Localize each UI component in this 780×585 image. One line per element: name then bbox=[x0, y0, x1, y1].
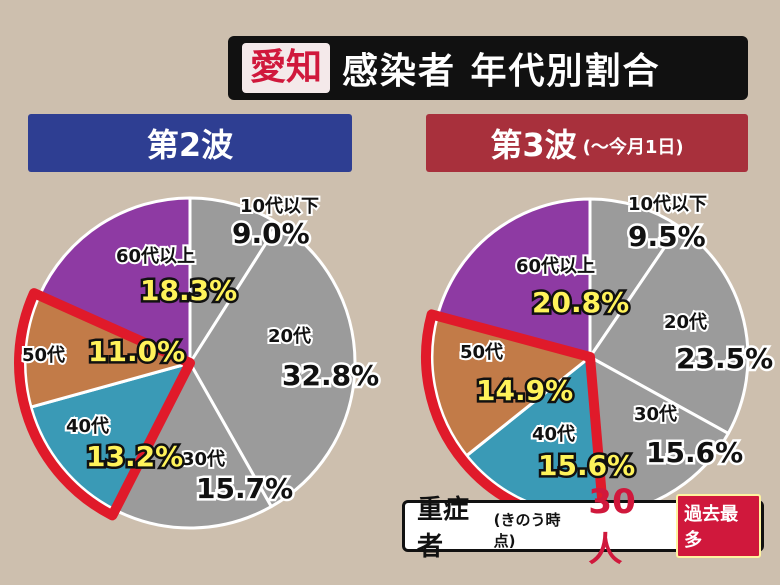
tab-wave3-label: 第3波 bbox=[490, 126, 577, 164]
severe-count: 30人 bbox=[588, 481, 636, 570]
pie-slice bbox=[23, 294, 192, 409]
slice-label: 10代以下 bbox=[628, 194, 707, 215]
slice-value-label: 9.5% bbox=[628, 220, 706, 253]
slice-value-label: 15.6% bbox=[538, 449, 635, 482]
tab-wave3: 第3波 (～今月1日) bbox=[426, 114, 748, 172]
slice-label: 60代以上 bbox=[116, 246, 195, 267]
slice-label: 10代以下 bbox=[240, 196, 319, 217]
pie-slice bbox=[188, 196, 280, 365]
slice-label: 50代 bbox=[22, 345, 65, 366]
region-label: 愛知 bbox=[242, 43, 331, 93]
slice-value-label: 13.2% bbox=[86, 440, 183, 473]
pie-chart-wave3: 10代以下 9.5% 20代 23.5% 30代 15.6% 40代 15.6% 50代 14.9… bbox=[421, 192, 776, 526]
slice-label: 20代 bbox=[664, 312, 707, 333]
tab-wave3-note: (～今月1日) bbox=[582, 137, 684, 158]
slice-value-label: 18.3% bbox=[140, 274, 237, 307]
slice-label: 40代 bbox=[532, 424, 575, 445]
slice-label: 40代 bbox=[66, 416, 109, 437]
pie-slice bbox=[37, 196, 192, 365]
record-high-badge: 過去最多 bbox=[676, 494, 762, 558]
slice-value-label: 20.8% bbox=[532, 286, 629, 319]
pie-slice bbox=[29, 361, 192, 512]
slice-value-label: 32.8% bbox=[282, 359, 379, 392]
slice-label: 60代以上 bbox=[516, 256, 595, 277]
pie-slice bbox=[188, 222, 357, 509]
page-title: 感染者 年代別割合 bbox=[342, 51, 661, 92]
slice-value-label: 15.6% bbox=[646, 436, 743, 469]
severe-note: (きのう時点) bbox=[493, 511, 561, 550]
severe-cases-box: 重症者 (きのう時点) 30人 過去最多 bbox=[402, 482, 764, 570]
slice-label: 30代 bbox=[182, 449, 225, 470]
slice-value-label: 11.0% bbox=[88, 335, 185, 368]
tab-wave2-label: 第2波 bbox=[146, 126, 234, 164]
pie-slice bbox=[588, 224, 750, 435]
slice-label: 20代 bbox=[268, 326, 311, 347]
slice-value-label: 14.9% bbox=[476, 374, 573, 407]
slice-label: 30代 bbox=[634, 404, 677, 425]
title-banner: 愛知 感染者 年代別割合 bbox=[228, 36, 748, 100]
highlight-outline bbox=[14, 288, 195, 521]
pie-slice bbox=[588, 197, 681, 359]
slice-value-label: 23.5% bbox=[676, 342, 773, 375]
pie-slice bbox=[113, 361, 273, 530]
slice-label: 50代 bbox=[460, 342, 503, 363]
pie-slice bbox=[435, 197, 592, 359]
tab-wave2: 第2波 bbox=[28, 114, 352, 172]
severe-label: 重症者 bbox=[417, 495, 470, 562]
slice-value-label: 9.0% bbox=[232, 217, 310, 250]
slice-value-label: 15.7% bbox=[196, 472, 293, 505]
